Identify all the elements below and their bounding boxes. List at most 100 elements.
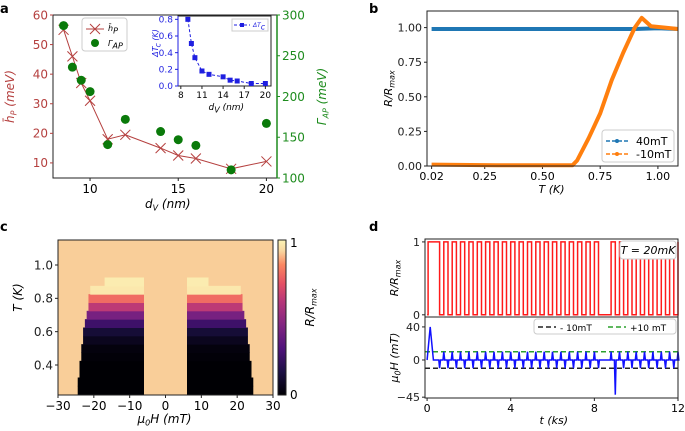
hp-point [119,129,131,141]
x-tick-label: 15 [171,182,186,196]
delta-tc-point [220,74,226,80]
temperature-annotation: T = 20mK [621,244,677,257]
x-tick-label: 10 [194,399,209,413]
field-trace [426,326,680,395]
x-tick-label: 0.02 [419,170,444,183]
heatmap-cell [187,310,245,320]
series-minus10mT [431,15,679,168]
heatmap-cell [83,335,144,345]
x-tick-label: 0.75 [588,170,613,183]
x-marker [89,23,101,35]
gamma-ap-point [156,127,166,137]
heatmap-cell [187,369,252,378]
heatmap-cell [88,302,144,312]
legend-d [533,318,677,335]
x-tick-label: 4 [507,402,514,415]
heatmap-cell [187,285,241,295]
x-tick-label: 1.00 [646,170,671,183]
delta-tc-point [248,81,254,86]
legend-gamma-label: ΓAP [108,39,123,51]
y-tick-label: 0.50 [398,91,423,104]
y-tick-label: 40 [33,67,48,81]
delta-tc-line [187,19,266,84]
heatmap-cell [187,352,250,362]
x-tick-label: 8 [591,402,598,415]
x-marker [155,142,166,154]
heatmap-cell [104,277,144,287]
panel-label-b: b [369,2,378,17]
inset-x-tick-label: 8 [178,91,184,101]
hp-point [172,150,184,161]
gamma-ap-point [191,140,201,150]
y-tick-label: 40 [406,321,420,334]
heatmap-cell [77,377,144,387]
gamma-ap-point [103,140,113,150]
inset-y-axis-label: ΔTc (K) [151,29,163,58]
legend-hp-marker [89,23,101,35]
x-marker [261,156,272,167]
gamma-ap-point [67,62,77,72]
legend-label-1: -10mT [636,148,672,161]
delta-tc-point [206,71,212,77]
colorbar [277,239,287,396]
gamma-ap-point [261,118,271,128]
colorbar-label: R/Rmax [303,288,319,326]
x-marker [67,51,78,62]
y-tick-label: 0.6 [34,325,53,339]
heatmap-cell [84,319,144,328]
x-tick-label: −10 [117,399,142,413]
x-tick-label: 20 [259,182,274,196]
y-tick-label: 20 [33,127,48,141]
heatmap-cell [187,377,254,387]
temperature-annotation-box [619,240,677,260]
hp-point [261,156,272,167]
inset-x-tick-label: 20 [260,91,272,101]
y-tick-label: 0.8 [159,16,174,26]
y-tick-label: 0.00 [398,160,423,173]
y-tick-label: 0.6 [159,32,174,42]
heatmap-cell [81,352,144,362]
delta-tc-point [199,68,205,74]
x-tick-label: 12 [671,402,685,415]
inset-x-tick-label: 17 [239,91,250,101]
inset-x-axis-label: dV (nm) [209,103,245,115]
heatmap-cell [79,369,144,378]
legend-label-0: 40mT [636,135,668,148]
series-40mT [431,26,679,31]
x-axis-label: μ0H (mT) [137,412,192,427]
y-tick-label: −45 [397,391,420,404]
x-tick-label: 20 [230,399,245,413]
inset-x-tick-label: 14 [217,91,229,101]
gamma-ap-point [76,75,86,85]
x-marker [190,153,202,164]
x-axis-label: T (K) [539,183,565,196]
y-axis-label-bottom: μ0H (mT) [388,333,403,384]
legend-gamma-marker [91,39,99,47]
delta-tc-point [188,41,194,46]
heatmap-cell [187,327,248,337]
x-tick-label: 0 [424,402,431,415]
y-axis-label-right: ΓAP (meV) [315,68,331,125]
gamma-ap-point [59,21,69,31]
inset-x-tick-label: 11 [196,91,207,101]
heatmap-cell [81,344,144,353]
x-axis-label: t (ks) [540,414,569,427]
x-tick-label: 0 [162,399,170,413]
y-tick-label: 300 [282,8,305,22]
legend-marker [615,139,619,143]
x-tick-label: 10 [82,182,97,196]
y-tick-label: 0.4 [159,49,174,59]
heatmap-cell [187,360,252,370]
heatmap-cell [187,277,209,287]
x-tick-label: 0.25 [472,170,497,183]
delta-tc-point [234,78,240,84]
hp-point [190,153,202,164]
gamma-ap-point [173,135,183,145]
heatmap-cell [187,335,248,345]
colorbar-tick-max: 1 [290,236,298,250]
delta-tc-point [227,77,233,83]
heatmap-cell [90,285,144,295]
y-tick-label: 50 [33,38,48,52]
y-axis-label-left: h̄P (meV) [3,70,19,123]
